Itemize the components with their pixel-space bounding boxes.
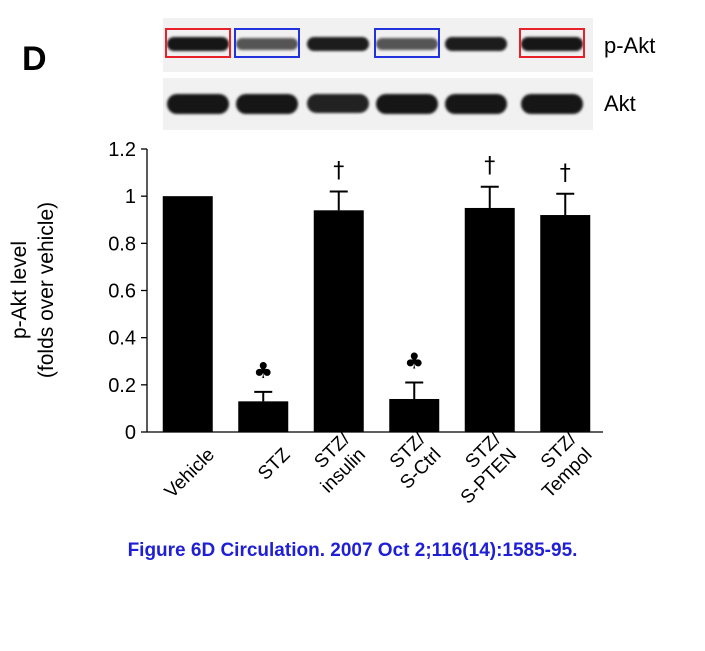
x-tick-label-line: STZ: [254, 444, 295, 485]
blot-band: [307, 94, 369, 114]
bar: [313, 210, 364, 432]
blot-band: [521, 94, 583, 114]
y-tick-label: 0: [125, 422, 136, 444]
highlight-box: [519, 28, 585, 58]
x-tick-label-line: Vehicle: [161, 444, 219, 502]
bar: [464, 207, 515, 432]
x-tick-label: STZ/Tempol: [537, 428, 597, 502]
blot-band: [236, 94, 298, 114]
highlight-box: [374, 28, 440, 58]
blot-band: [376, 94, 438, 114]
blot-band: [521, 37, 583, 51]
western-blot-p-akt: [163, 18, 593, 72]
blot-label-p-akt: p-Akt: [604, 33, 656, 58]
bar: [162, 196, 213, 432]
significance-marker: †: [560, 161, 571, 186]
y-tick-label: 1.2: [108, 139, 136, 161]
y-tick-label: 1: [125, 186, 136, 208]
y-tick-label: 0.8: [108, 233, 136, 255]
bar: [238, 401, 289, 432]
significance-marker: †: [333, 158, 344, 183]
blot-band: [167, 37, 229, 51]
significance-marker: ♣: [253, 359, 273, 384]
bar-chart: 0 0.2 0.4 0.6 0.8 1 1.2 ♣ † ♣ † † Vehicle STZ STZ/in…: [8, 139, 603, 508]
blot-band: [445, 37, 507, 51]
blot-label-akt: Akt: [604, 91, 636, 116]
x-tick-label: STZ/S-PTEN: [457, 428, 521, 508]
x-axis-labels: Vehicle STZ STZ/insulin STZ/S-Ctrl STZ/S-PTE…: [161, 428, 597, 508]
bars: ♣ † ♣ † †: [162, 154, 591, 432]
y-axis: 0 0.2 0.4 0.6 0.8 1 1.2: [108, 139, 603, 444]
y-tick-label: 0.2: [108, 375, 136, 397]
x-tick-label: Vehicle: [161, 444, 219, 502]
x-tick-label: STZ/insulin: [310, 428, 370, 497]
y-axis-label-line-1: p-Akt level: [8, 241, 31, 339]
western-blot-akt: [163, 78, 593, 130]
blot-band: [307, 37, 369, 51]
figure-caption: Figure 6D Circulation. 2007 Oct 2;116(14…: [127, 540, 578, 561]
significance-marker: ♣: [404, 349, 424, 374]
blot-band: [445, 94, 507, 114]
blot-band: [167, 94, 229, 114]
x-tick-label: STZ/S-Ctrl: [386, 428, 446, 493]
blot-band: [376, 38, 438, 50]
blot-band: [236, 38, 298, 50]
y-tick-label: 0.4: [108, 328, 136, 350]
bar: [389, 398, 440, 432]
x-tick-label: STZ: [254, 444, 295, 485]
panel-letter: D: [22, 40, 47, 78]
significance-marker: †: [484, 154, 495, 179]
y-axis-label-line-2: (folds over vehicle): [35, 202, 58, 378]
highlight-box: [234, 28, 300, 58]
bar: [540, 215, 591, 432]
y-tick-label: 0.6: [108, 281, 136, 303]
highlight-box: [165, 28, 231, 58]
